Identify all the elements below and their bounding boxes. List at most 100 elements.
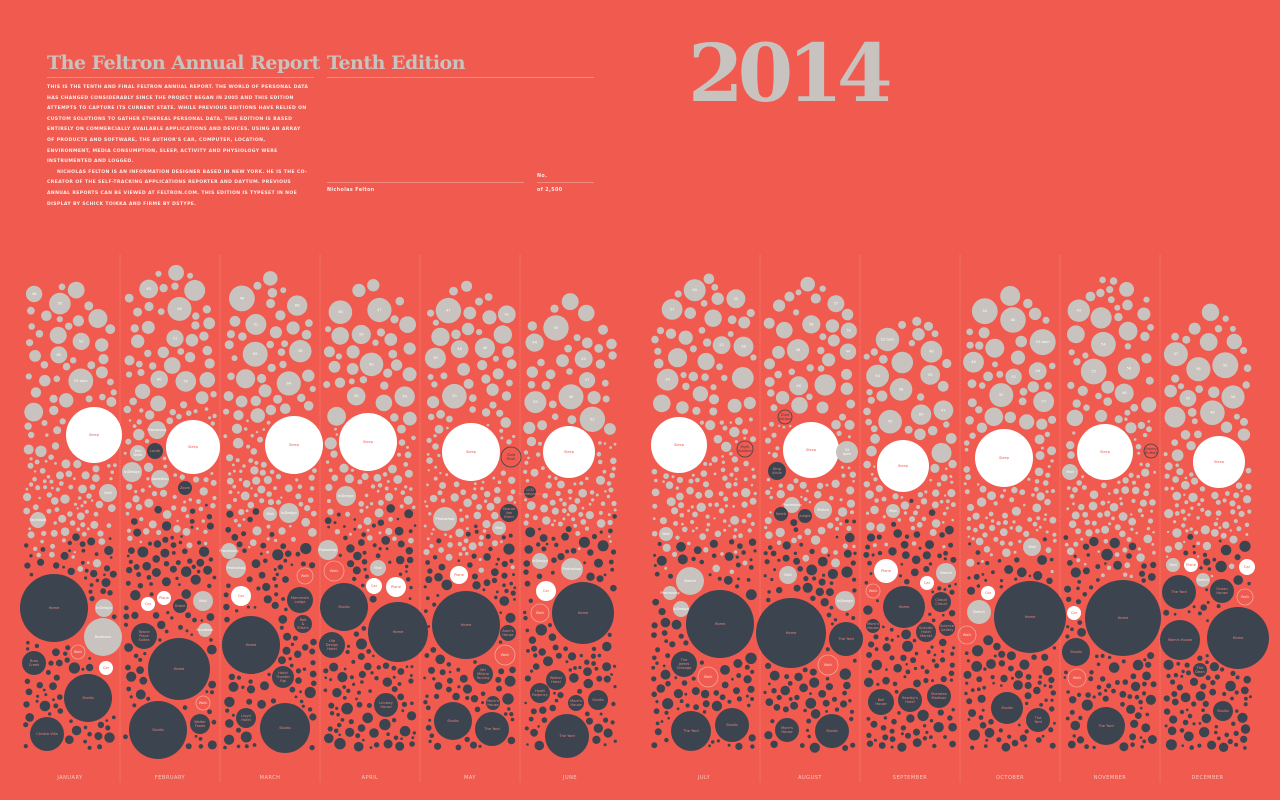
location-bubble: [391, 686, 398, 693]
location-bubble: [912, 738, 922, 747]
app-usage-bubble: [305, 319, 313, 327]
app-usage-bubble: [808, 500, 812, 504]
app-usage-bubble: [1095, 409, 1108, 422]
heart-rate-bubble: [1091, 331, 1116, 357]
heart-rate-label: 57: [1041, 400, 1046, 404]
app-usage-bubble: [993, 536, 999, 542]
app-usage-bubble: [903, 511, 908, 515]
app-usage-bubble: [1151, 542, 1155, 546]
location-bubble: [998, 650, 1006, 658]
app-usage-bubble: [684, 307, 696, 319]
app-usage-bubble: [243, 427, 248, 431]
bio-paragraph: Nicholas Felton is an information design…: [47, 169, 308, 207]
app-usage-bubble: [695, 477, 700, 483]
location-bubble: [882, 643, 891, 652]
location-bubble: [491, 577, 498, 584]
app-usage-bubble: [990, 519, 995, 523]
app-usage-bubble: [842, 543, 848, 549]
location-bubble: [480, 691, 486, 697]
location-bubble: [549, 704, 556, 712]
location-bubble: [900, 725, 907, 731]
bubble-label: Studio: [1070, 650, 1081, 654]
location-bubble: [768, 462, 786, 480]
app-usage-bubble: [223, 408, 230, 415]
app-usage-bubble: [1240, 346, 1248, 355]
location-bubble: [432, 555, 438, 560]
bubble-label: Bras: [30, 659, 38, 663]
location-bubble: [127, 547, 135, 554]
location-bubble: [888, 547, 897, 556]
app-usage-bubble: [724, 504, 729, 508]
location-bubble: [873, 634, 879, 640]
location-bubble: [904, 578, 910, 585]
location-bubble: [29, 554, 33, 558]
location-bubble: [586, 572, 595, 581]
app-bubble: [148, 421, 166, 439]
app-usage-bubble: [335, 353, 342, 360]
location-bubble: [142, 561, 151, 571]
app-usage-bubble: [25, 487, 29, 491]
app-usage-bubble: [1104, 510, 1111, 517]
app-usage-bubble: [1027, 517, 1033, 522]
location-bubble: [225, 719, 234, 728]
app-bubble: [1196, 573, 1210, 587]
app-usage-bubble: [1089, 490, 1099, 500]
location-bubble: [200, 619, 204, 622]
app-usage-bubble: [493, 325, 512, 344]
app-usage-bubble: [976, 483, 980, 486]
location-bubble: [885, 668, 888, 671]
location-bubble: [903, 675, 907, 679]
location-bubble: [863, 677, 874, 688]
location-bubble: [30, 717, 64, 751]
app-usage-bubble: [328, 360, 341, 373]
location-bubble: [928, 562, 933, 566]
app-usage-bubble: [489, 401, 497, 409]
bubble-label: Walk: [1073, 676, 1083, 680]
location-bubble: [434, 693, 440, 700]
bubble-label: InDesign: [281, 511, 297, 515]
app-usage-bubble: [212, 495, 217, 501]
location-bubble: [1142, 671, 1151, 681]
heart-rate-label: 53 bpm: [74, 379, 88, 383]
app-usage-bubble: [763, 426, 767, 431]
location-bubble: [336, 712, 340, 717]
app-usage-bubble: [273, 538, 278, 543]
bubble-label: Hotel: [921, 630, 931, 634]
app-usage-bubble: [1186, 441, 1196, 451]
transport-bubble: [920, 576, 934, 590]
app-usage-bubble: [297, 393, 306, 403]
location-bubble: [111, 614, 117, 620]
app-usage-bubble: [478, 541, 484, 547]
location-bubble: [597, 540, 609, 552]
app-usage-bubble: [275, 473, 282, 480]
app-usage-bubble: [678, 330, 693, 345]
app-usage-bubble: [708, 462, 713, 466]
location-bubble: [307, 707, 313, 712]
location-bubble: [1049, 557, 1054, 562]
location-bubble: [1126, 704, 1136, 715]
bubble-label: Sleep: [363, 440, 374, 444]
location-bubble: [100, 588, 107, 595]
location-bubble: [304, 686, 316, 699]
location-bubble: [65, 735, 74, 744]
app-usage-bubble: [1145, 462, 1150, 468]
location-bubble: [509, 666, 516, 674]
location-bubble: [1081, 699, 1093, 711]
app-usage-bubble: [280, 403, 291, 415]
app-usage-bubble: [98, 538, 106, 545]
app-bubble: [561, 558, 583, 580]
app-usage-bubble: [732, 491, 739, 497]
app-usage-bubble: [1222, 315, 1229, 322]
app-usage-bubble: [259, 469, 266, 476]
app-usage-bubble: [76, 527, 81, 532]
location-bubble: [889, 728, 895, 734]
location-bubble: [863, 605, 873, 615]
app-usage-bubble: [1149, 499, 1156, 506]
location-bubble: [744, 664, 750, 670]
app-usage-bubble: [881, 496, 887, 502]
location-bubble: [49, 682, 57, 691]
app-usage-bubble: [478, 567, 484, 573]
location-bubble: [398, 572, 403, 576]
app-usage-bubble: [328, 468, 333, 473]
location-bubble: [569, 673, 579, 683]
